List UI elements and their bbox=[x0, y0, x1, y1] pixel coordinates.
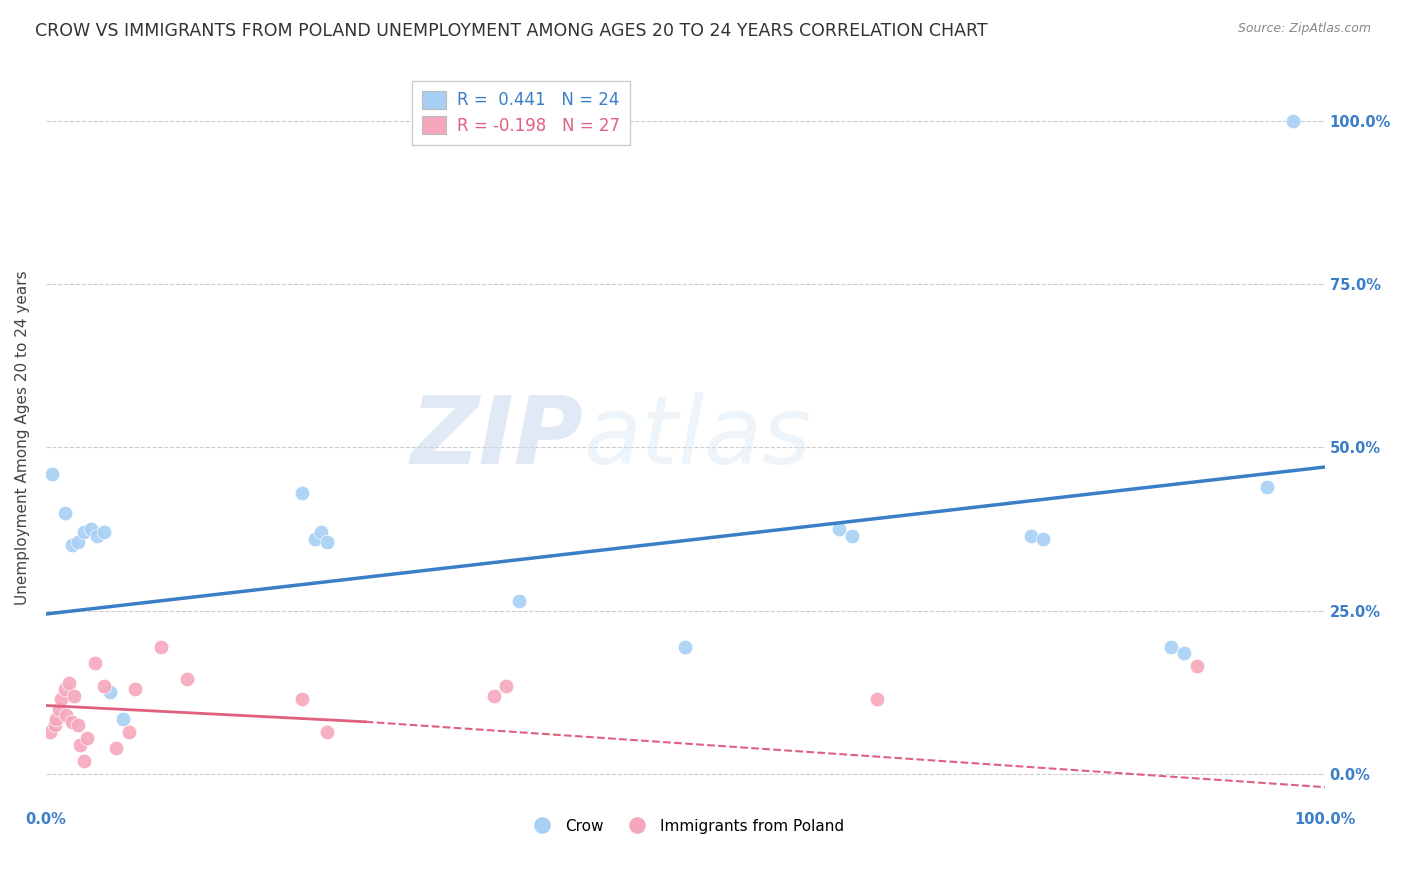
Point bbox=[66, 535, 89, 549]
Y-axis label: Unemployment Among Ages 20 to 24 years: Unemployment Among Ages 20 to 24 years bbox=[15, 270, 30, 605]
Point bbox=[53, 506, 76, 520]
Point bbox=[41, 467, 63, 481]
Point bbox=[60, 714, 83, 729]
Point bbox=[673, 640, 696, 654]
Point bbox=[48, 702, 70, 716]
Point bbox=[80, 522, 103, 536]
Point bbox=[73, 525, 96, 540]
Point bbox=[309, 525, 332, 540]
Point bbox=[55, 708, 77, 723]
Point bbox=[76, 731, 98, 745]
Point bbox=[482, 689, 505, 703]
Point bbox=[1019, 528, 1042, 542]
Point bbox=[150, 640, 173, 654]
Point bbox=[1185, 659, 1208, 673]
Point bbox=[105, 740, 128, 755]
Point bbox=[1032, 532, 1054, 546]
Point bbox=[63, 689, 86, 703]
Point bbox=[98, 685, 121, 699]
Point bbox=[304, 532, 326, 546]
Point bbox=[176, 673, 198, 687]
Point bbox=[69, 738, 91, 752]
Point bbox=[124, 682, 146, 697]
Point bbox=[508, 594, 530, 608]
Point bbox=[841, 528, 863, 542]
Point bbox=[83, 656, 105, 670]
Legend: Crow, Immigrants from Poland: Crow, Immigrants from Poland bbox=[520, 813, 851, 839]
Point bbox=[316, 724, 339, 739]
Point bbox=[60, 538, 83, 552]
Point bbox=[93, 525, 115, 540]
Text: ZIP: ZIP bbox=[411, 392, 583, 483]
Point bbox=[866, 692, 889, 706]
Point bbox=[73, 754, 96, 768]
Point bbox=[66, 718, 89, 732]
Point bbox=[93, 679, 115, 693]
Point bbox=[291, 692, 314, 706]
Point bbox=[495, 679, 517, 693]
Point bbox=[316, 535, 339, 549]
Point bbox=[1173, 646, 1195, 660]
Text: CROW VS IMMIGRANTS FROM POLAND UNEMPLOYMENT AMONG AGES 20 TO 24 YEARS CORRELATIO: CROW VS IMMIGRANTS FROM POLAND UNEMPLOYM… bbox=[35, 22, 988, 40]
Point bbox=[44, 718, 66, 732]
Point bbox=[86, 528, 108, 542]
Point bbox=[118, 724, 141, 739]
Point bbox=[1256, 480, 1278, 494]
Point bbox=[51, 692, 73, 706]
Text: atlas: atlas bbox=[583, 392, 811, 483]
Point bbox=[38, 724, 60, 739]
Point bbox=[828, 522, 851, 536]
Text: Source: ZipAtlas.com: Source: ZipAtlas.com bbox=[1237, 22, 1371, 36]
Point bbox=[53, 682, 76, 697]
Point bbox=[45, 712, 67, 726]
Point bbox=[291, 486, 314, 500]
Point bbox=[58, 675, 80, 690]
Point bbox=[111, 712, 134, 726]
Point bbox=[1281, 113, 1303, 128]
Point bbox=[1160, 640, 1182, 654]
